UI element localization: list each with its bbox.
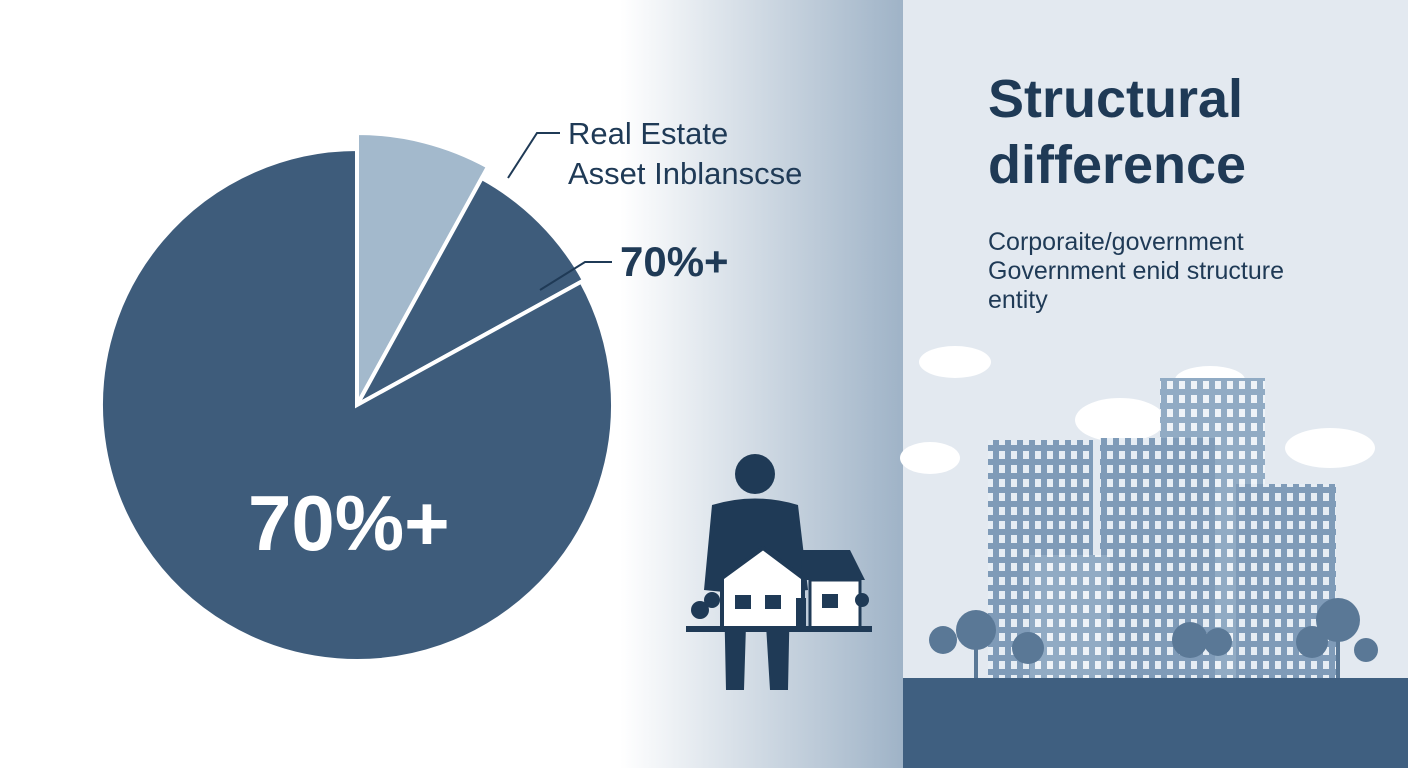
- leader-line: [507, 132, 560, 179]
- panel-title: Structural difference: [988, 69, 1247, 195]
- trees: [929, 598, 1378, 678]
- person-with-house: [686, 454, 872, 690]
- pie-slice: [355, 130, 491, 406]
- pie-slice: [351, 175, 587, 411]
- gradient-band: [620, 0, 903, 768]
- annotation: 70%+: [620, 238, 729, 285]
- slice-label: Real Estate Asset Inblanscse: [568, 116, 803, 191]
- panel-body: Corporaite/government Government enid st…: [988, 228, 1284, 314]
- leader-line: [539, 261, 612, 291]
- annotation: 70%+: [248, 479, 450, 567]
- pie-slice: [99, 146, 615, 663]
- ground: [903, 678, 1408, 768]
